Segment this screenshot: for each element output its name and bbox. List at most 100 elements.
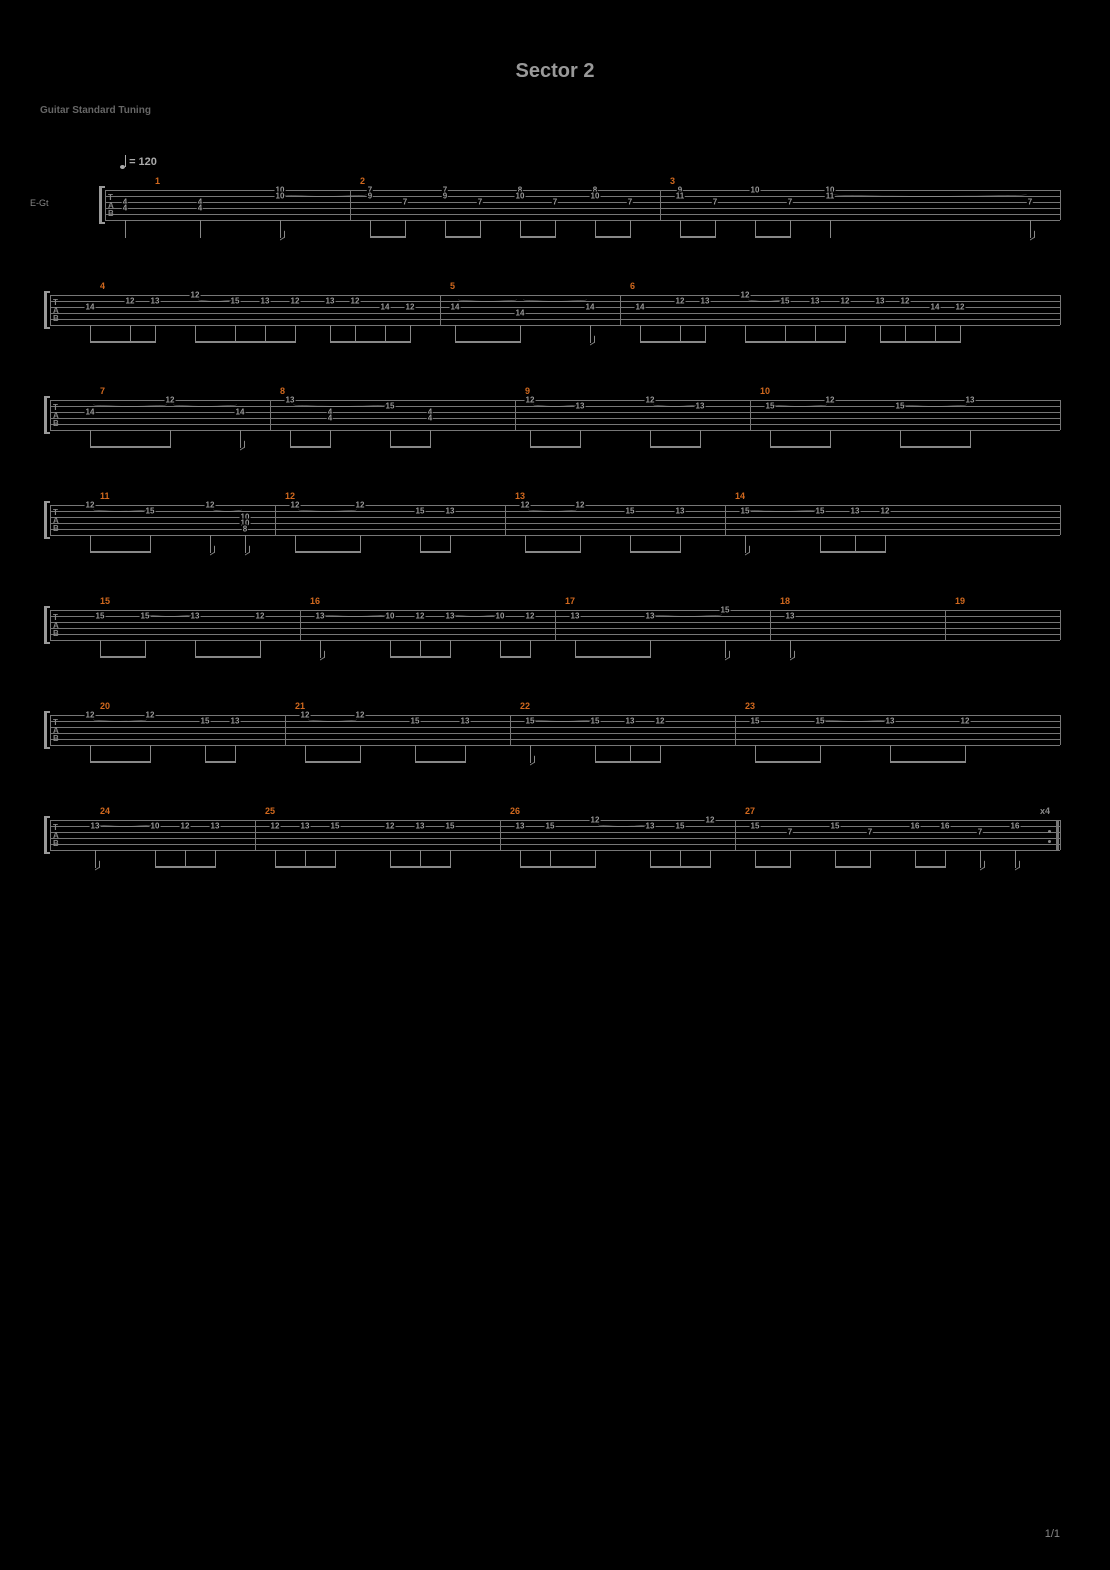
fret-number: 13 <box>675 507 686 516</box>
tie <box>93 402 167 407</box>
note-stem <box>530 640 531 658</box>
fret-number: 14 <box>635 303 646 312</box>
fret-number: 12 <box>705 816 716 825</box>
staff-line <box>50 424 1060 425</box>
tie <box>598 822 647 827</box>
barline <box>50 820 51 850</box>
fret-number: 13 <box>445 507 456 516</box>
note-flag <box>590 325 591 343</box>
beam <box>275 866 335 868</box>
staff-line <box>50 307 1060 308</box>
beam <box>90 341 155 343</box>
measure-number: 20 <box>100 701 110 711</box>
tie <box>773 402 827 407</box>
fret-number: 13 <box>325 297 336 306</box>
note-stem <box>830 430 831 448</box>
staff-line <box>50 733 1060 734</box>
measure-number: 7 <box>100 386 105 396</box>
measure-number: 26 <box>510 806 520 816</box>
tab-staff: TAB78910141214134415441213121315121513 <box>50 400 1060 430</box>
note-stem <box>155 325 156 343</box>
tie <box>458 297 517 302</box>
beam <box>390 866 450 868</box>
barline <box>735 715 736 745</box>
barline <box>1060 715 1061 745</box>
fret-number: 12 <box>955 303 966 312</box>
fret-number: 4 <box>122 204 128 213</box>
fret-number: 14 <box>450 303 461 312</box>
note-stem <box>830 220 831 238</box>
song-title: Sector 2 <box>0 0 1110 83</box>
fret-number: 13 <box>875 297 886 306</box>
note-stem <box>335 850 336 868</box>
note-stem <box>480 220 481 238</box>
fret-number: 12 <box>270 822 281 831</box>
tab-letter: A <box>108 202 114 209</box>
measure-number: 23 <box>745 701 755 711</box>
tie <box>748 507 817 512</box>
beam <box>650 866 710 868</box>
barline <box>515 400 516 430</box>
staff-line <box>50 517 1060 518</box>
staff-line <box>50 745 1060 746</box>
barline <box>1060 295 1061 325</box>
measure-number: 24 <box>100 806 110 816</box>
fret-number: 7 <box>477 198 483 207</box>
fret-number: 4 <box>197 204 203 213</box>
fret-number: 15 <box>200 717 211 726</box>
note-stem <box>970 430 971 448</box>
staff-line <box>50 832 1060 833</box>
measure-number: 21 <box>295 701 305 711</box>
fret-number: 13 <box>150 297 161 306</box>
staff-line <box>50 844 1060 845</box>
barline <box>945 610 946 640</box>
note-stem <box>660 745 661 763</box>
fret-number: 15 <box>95 612 106 621</box>
tie <box>93 717 147 722</box>
note-stem <box>650 640 651 658</box>
staff-system: TAB1516171819151513121310121310121313151… <box>50 610 1060 670</box>
fret-number: 15 <box>410 717 421 726</box>
note-stem <box>410 325 411 343</box>
fret-number: 15 <box>750 822 761 831</box>
tab-letter: A <box>53 517 59 524</box>
fret-number: 7 <box>867 828 873 837</box>
tie <box>653 402 697 407</box>
staff-line <box>50 850 1060 851</box>
tie <box>308 717 357 722</box>
fret-number: 12 <box>655 717 666 726</box>
tab-letter: B <box>53 420 59 427</box>
note-stem <box>330 430 331 448</box>
note-stem <box>790 850 791 868</box>
note-flag <box>1030 220 1031 238</box>
measure-number: 3 <box>670 176 675 186</box>
tab-letter: B <box>53 840 59 847</box>
measure-number: 25 <box>265 806 275 816</box>
tempo-value: = 120 <box>129 156 157 168</box>
staff-system: TAB1234444101079779781078107911710710117 <box>50 190 1060 250</box>
note-stem <box>555 220 556 238</box>
fret-number: 4 <box>327 414 333 423</box>
tab-letter: T <box>53 509 58 516</box>
staff-system: TAB2021222312121513121215131515131215151… <box>50 715 1060 775</box>
barline <box>50 715 51 745</box>
staff-line <box>50 505 1060 506</box>
beam <box>100 656 145 658</box>
measure-number: 9 <box>525 386 530 396</box>
fret-number: 12 <box>840 297 851 306</box>
tie <box>823 717 887 722</box>
fret-number: 13 <box>515 822 526 831</box>
measure-number: 22 <box>520 701 530 711</box>
measure-number: 17 <box>565 596 575 606</box>
fret-number: 13 <box>785 612 796 621</box>
measure-number: 12 <box>285 491 295 501</box>
staff-line <box>105 190 1060 191</box>
barline <box>750 400 751 430</box>
tab-letter: T <box>53 614 58 621</box>
note-stem <box>125 220 126 238</box>
note-stem <box>960 325 961 343</box>
note-stem <box>200 220 201 238</box>
measure-number: 4 <box>100 281 105 291</box>
note-stem <box>150 535 151 553</box>
fret-number: 9 <box>442 192 448 201</box>
